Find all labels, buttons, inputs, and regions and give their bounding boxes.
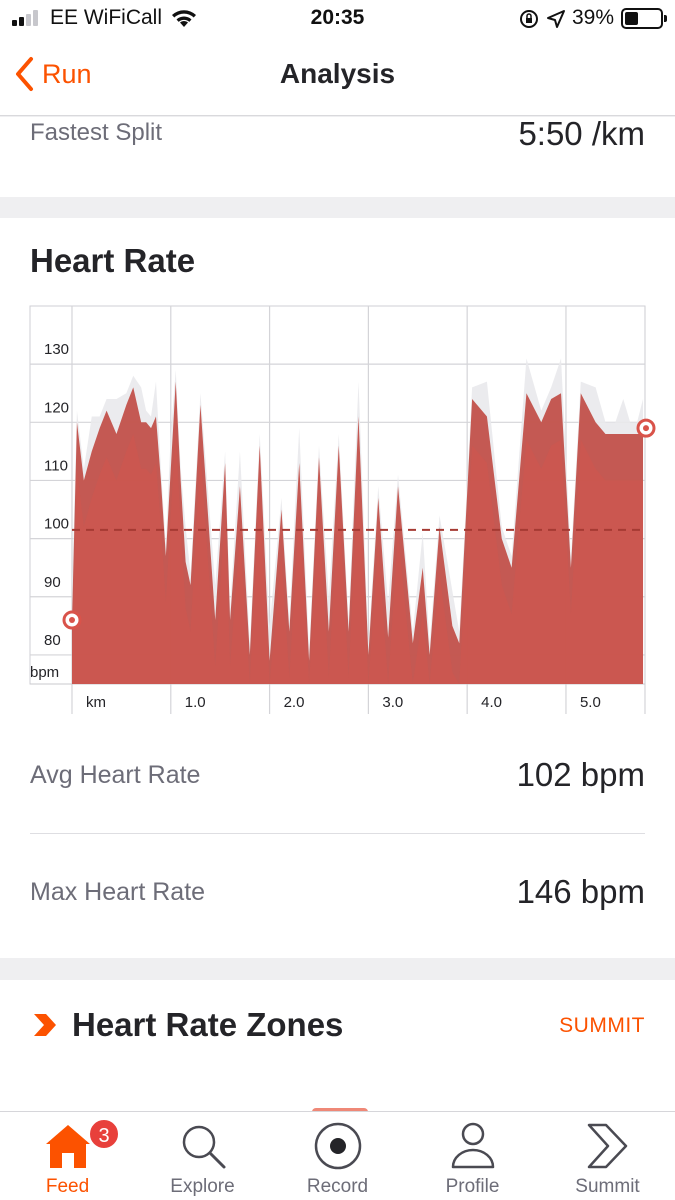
y-tick-label: 130 (44, 341, 69, 358)
search-icon (182, 1125, 225, 1169)
x-tick-label: 2.0 (284, 694, 305, 711)
battery-icon (621, 8, 667, 29)
home-icon (45, 1125, 90, 1168)
end-marker-dot (643, 425, 649, 432)
back-button[interactable]: Run (14, 56, 92, 92)
profile-icon (451, 1122, 494, 1169)
x-tick-label: 1.0 (185, 694, 206, 711)
avg-heart-rate-row: Avg Heart Rate 102 bpm (30, 718, 645, 834)
avg-heart-rate-label: Avg Heart Rate (30, 761, 201, 789)
x-tick-label: km (86, 694, 106, 711)
heart-rate-card: Heart Rate 80 90 100 110 120 130 bpm km 1.0 2.0 3.… (0, 218, 675, 958)
chevron-left-icon (16, 57, 33, 91)
tab-feed-label: Feed (45, 1176, 90, 1197)
location-arrow-icon (546, 9, 566, 34)
back-button-label: Run (42, 58, 92, 89)
start-marker-dot (69, 617, 75, 624)
summit-icon (587, 1123, 627, 1169)
tab-summit[interactable]: Summit (540, 1112, 675, 1200)
max-heart-rate-value: 146 bpm (516, 873, 645, 910)
heart-rate-heading: Heart Rate (30, 242, 196, 279)
status-bar: EE WiFiCall 20:35 39% (0, 0, 675, 38)
record-icon (314, 1122, 361, 1170)
y-tick-label: 80 (44, 632, 61, 649)
heart-rate-zones-heading: Heart Rate Zones (72, 1006, 344, 1043)
tab-profile-label: Profile (445, 1176, 500, 1197)
heart-rate-zones-card: Heart Rate Zones SUMMIT (0, 980, 675, 1112)
tab-bar: 3 Feed Explore Record Profile (0, 1111, 675, 1200)
max-heart-rate-row: Max Heart Rate 146 bpm (30, 835, 645, 951)
status-time: 20:35 (310, 6, 365, 29)
tab-explore-label: Explore (170, 1176, 235, 1197)
y-axis-unit: bpm (30, 664, 59, 681)
x-tick-label: 5.0 (580, 694, 601, 711)
x-tick-label: 3.0 (382, 694, 403, 711)
zones-chart-peek (312, 1108, 368, 1112)
y-tick-label: 100 (44, 516, 69, 533)
avg-heart-rate-value: 102 bpm (516, 756, 645, 793)
battery-percent: 39% (572, 6, 615, 29)
signal-icon (12, 10, 42, 26)
nav-bar: Run Analysis (0, 38, 675, 116)
fastest-split-value: 5:50 /km (518, 115, 645, 152)
y-tick-label: 110 (44, 457, 68, 474)
summit-link[interactable]: SUMMIT (559, 1014, 645, 1037)
splits-card: Fastest Split 5:50 /km (0, 115, 675, 197)
orientation-lock-icon (519, 9, 539, 34)
tab-feed[interactable]: 3 Feed (0, 1112, 135, 1200)
y-tick-label: 90 (44, 574, 61, 591)
summit-chevron-icon (34, 1014, 56, 1036)
y-tick-label: 120 (44, 399, 69, 416)
tab-profile[interactable]: Profile (405, 1112, 540, 1200)
page-title: Analysis (279, 58, 396, 89)
max-heart-rate-label: Max Heart Rate (30, 878, 206, 906)
tab-record-label: Record (306, 1176, 369, 1197)
wifi-icon (170, 7, 198, 34)
carrier-name: EE WiFiCall (50, 6, 163, 29)
fastest-split-label: Fastest Split (30, 119, 163, 146)
heart-rate-area (72, 381, 644, 684)
heart-rate-area-overlay (72, 428, 644, 684)
tab-summit-label: Summit (575, 1176, 640, 1197)
x-tick-label: 4.0 (481, 694, 502, 711)
feed-badge: 3 (88, 1118, 120, 1150)
tab-explore[interactable]: Explore (135, 1112, 270, 1200)
heart-rate-chart[interactable]: 80 90 100 110 120 130 bpm km 1.0 2.0 3.0 4.0 5.0 (0, 298, 675, 718)
tab-record[interactable]: Record (270, 1112, 405, 1200)
